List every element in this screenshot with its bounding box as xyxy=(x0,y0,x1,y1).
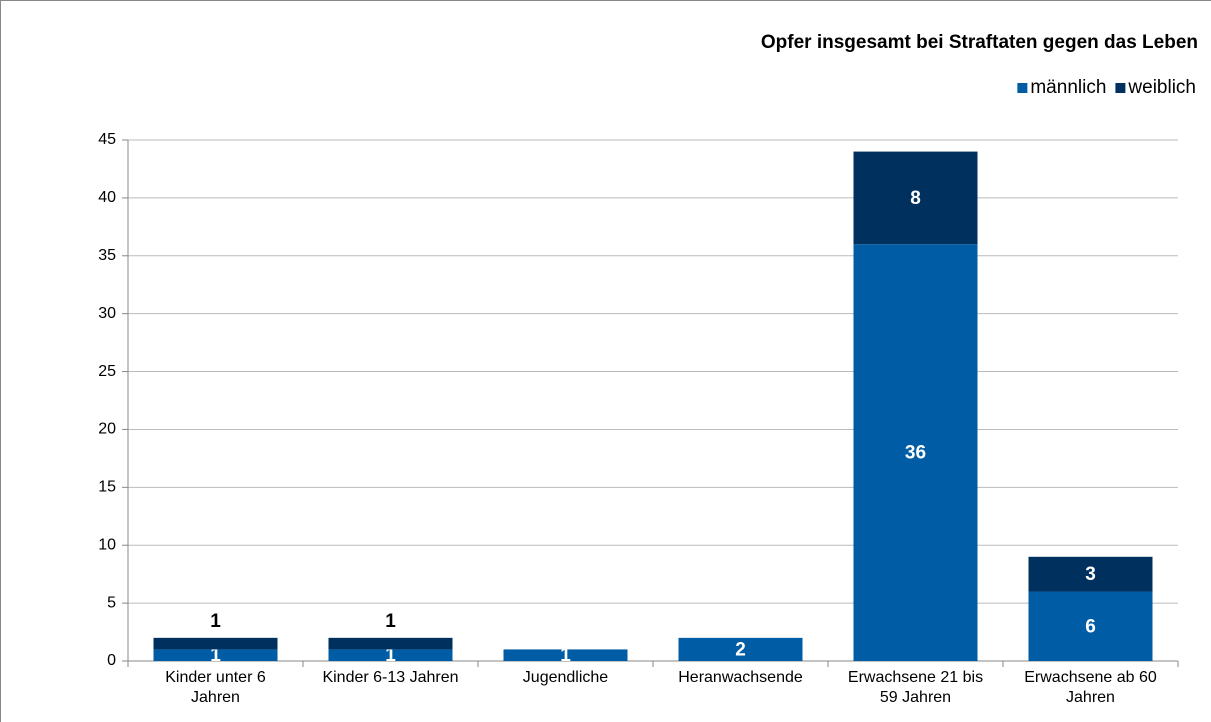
y-tick-label: 20 xyxy=(98,421,116,438)
bar-segment xyxy=(153,637,278,650)
y-tick-label: 35 xyxy=(98,247,116,264)
bar-segment xyxy=(328,649,453,661)
y-tick-label: 25 xyxy=(98,363,116,380)
data-label: 36 xyxy=(905,443,926,464)
x-tick-label: Kinder unter 6 Jahren xyxy=(165,669,266,706)
legend-label: männlich xyxy=(1030,77,1106,98)
data-label: 2 xyxy=(735,639,746,660)
bar-segment xyxy=(328,637,453,650)
bar-segment xyxy=(1028,591,1153,661)
data-label: 6 xyxy=(1085,616,1096,637)
y-tick-label: 45 xyxy=(98,131,116,148)
y-tick-label: 40 xyxy=(98,189,116,206)
legend-label: weiblich xyxy=(1127,77,1196,98)
data-label: 3 xyxy=(1085,564,1096,585)
data-label: 1 xyxy=(210,645,221,666)
data-label: 1 xyxy=(385,645,396,666)
data-label: 1 xyxy=(560,645,571,666)
x-tick-label: Heranwachsende xyxy=(678,669,803,686)
bar-segment xyxy=(153,649,278,661)
data-label: 1 xyxy=(385,611,396,632)
legend-swatch xyxy=(1017,83,1028,93)
x-tick-label: Erwachsene 21 bis 59 Jahren xyxy=(847,669,984,706)
legend-swatch xyxy=(1115,83,1126,93)
data-label: 8 xyxy=(910,188,921,209)
y-tick-label: 15 xyxy=(98,479,116,496)
chart-title: Opfer insgesamt bei Straftaten gegen das… xyxy=(761,32,1198,53)
bar-segment xyxy=(853,151,978,245)
y-tick-label: 5 xyxy=(107,594,116,611)
y-tick-label: 10 xyxy=(98,536,116,553)
bar-segment xyxy=(853,244,978,661)
data-label: 1 xyxy=(210,611,221,632)
x-tick-label: Kinder 6-13 Jahren xyxy=(322,669,459,686)
x-tick-label: Erwachsene ab 60 Jahren xyxy=(1024,669,1157,706)
bar-segment xyxy=(1028,556,1153,592)
bar-segment xyxy=(503,649,628,661)
bar-segment xyxy=(678,637,803,661)
y-tick-label: 30 xyxy=(98,305,116,322)
y-tick-label: 0 xyxy=(107,652,116,669)
x-tick-label: Jugendliche xyxy=(522,669,609,686)
